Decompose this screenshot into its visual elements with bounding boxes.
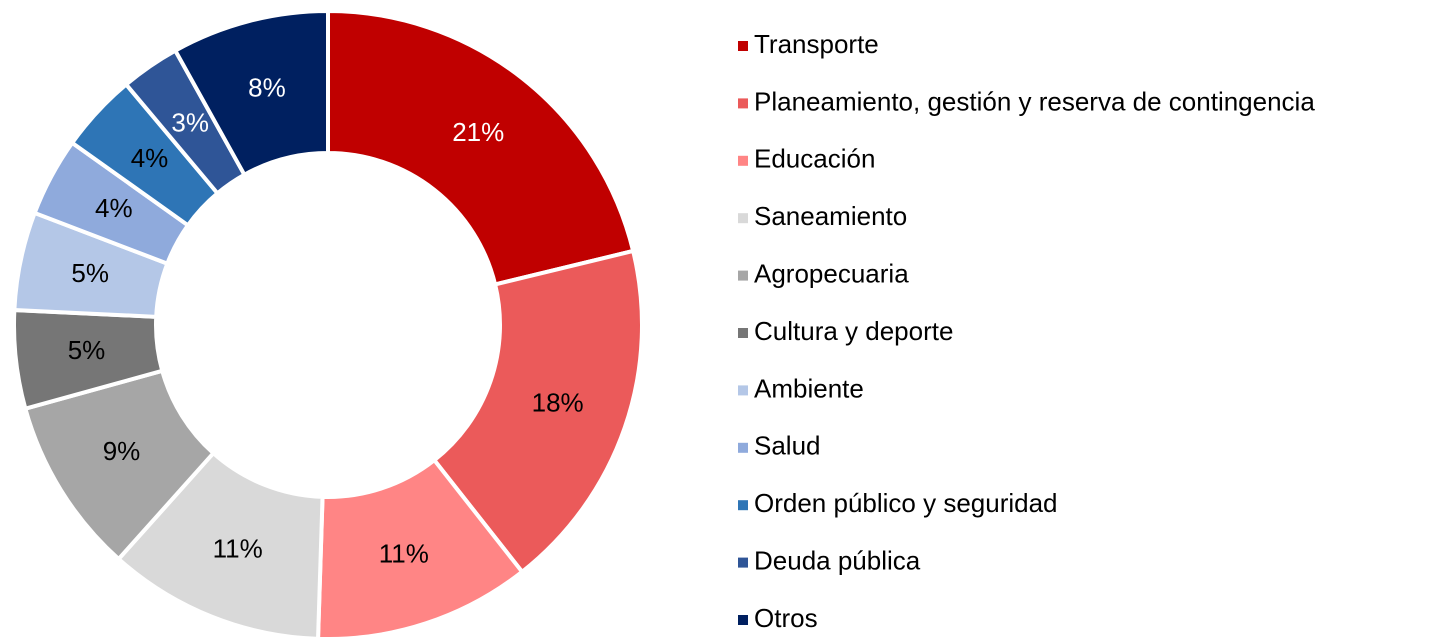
- slice: [316, 457, 525, 637]
- legend-label: Planeamiento, gestión y reserva de conti…: [754, 86, 1315, 116]
- legend-label: Ambiente: [754, 373, 864, 403]
- legend-swatch: [738, 213, 748, 224]
- slice: [431, 248, 644, 575]
- value-label: 11%: [379, 539, 429, 569]
- legend-label: Cultura y deporte: [754, 316, 953, 346]
- legend-label: Transporte: [754, 29, 879, 59]
- value-label: 5%: [68, 335, 106, 365]
- value-label: 4%: [95, 193, 133, 223]
- value-label: 21%: [452, 117, 504, 147]
- value-label: 3%: [171, 108, 209, 138]
- legend-swatch: [738, 155, 748, 166]
- legend-swatch: [738, 385, 748, 396]
- legend-swatch: [738, 557, 748, 568]
- legend-swatch: [738, 500, 748, 511]
- value-label: 18%: [532, 387, 584, 417]
- legend-swatch: [738, 41, 748, 51]
- value-label: 9%: [103, 436, 141, 466]
- legend-swatch: [738, 442, 748, 453]
- value-label: 8%: [248, 73, 286, 103]
- value-label: 4%: [131, 143, 169, 173]
- legend-swatch: [738, 328, 748, 338]
- legend-label: Agropecuaria: [754, 258, 909, 288]
- value-label: 11%: [213, 533, 263, 563]
- legend-label: Otros: [754, 603, 818, 633]
- legend-swatch: [738, 98, 748, 109]
- legend-swatch: [738, 270, 748, 281]
- slice: [172, 8, 330, 178]
- slice: [326, 8, 636, 287]
- legend-label: Saneamiento: [754, 201, 907, 231]
- value-label: 5%: [71, 258, 109, 288]
- legend-label: Salud: [754, 431, 821, 461]
- legend-label: Educación: [754, 144, 875, 174]
- legend-label: Deuda pública: [754, 545, 921, 575]
- legend-label: Orden público y seguridad: [754, 488, 1058, 518]
- legend-swatch: [738, 615, 748, 625]
